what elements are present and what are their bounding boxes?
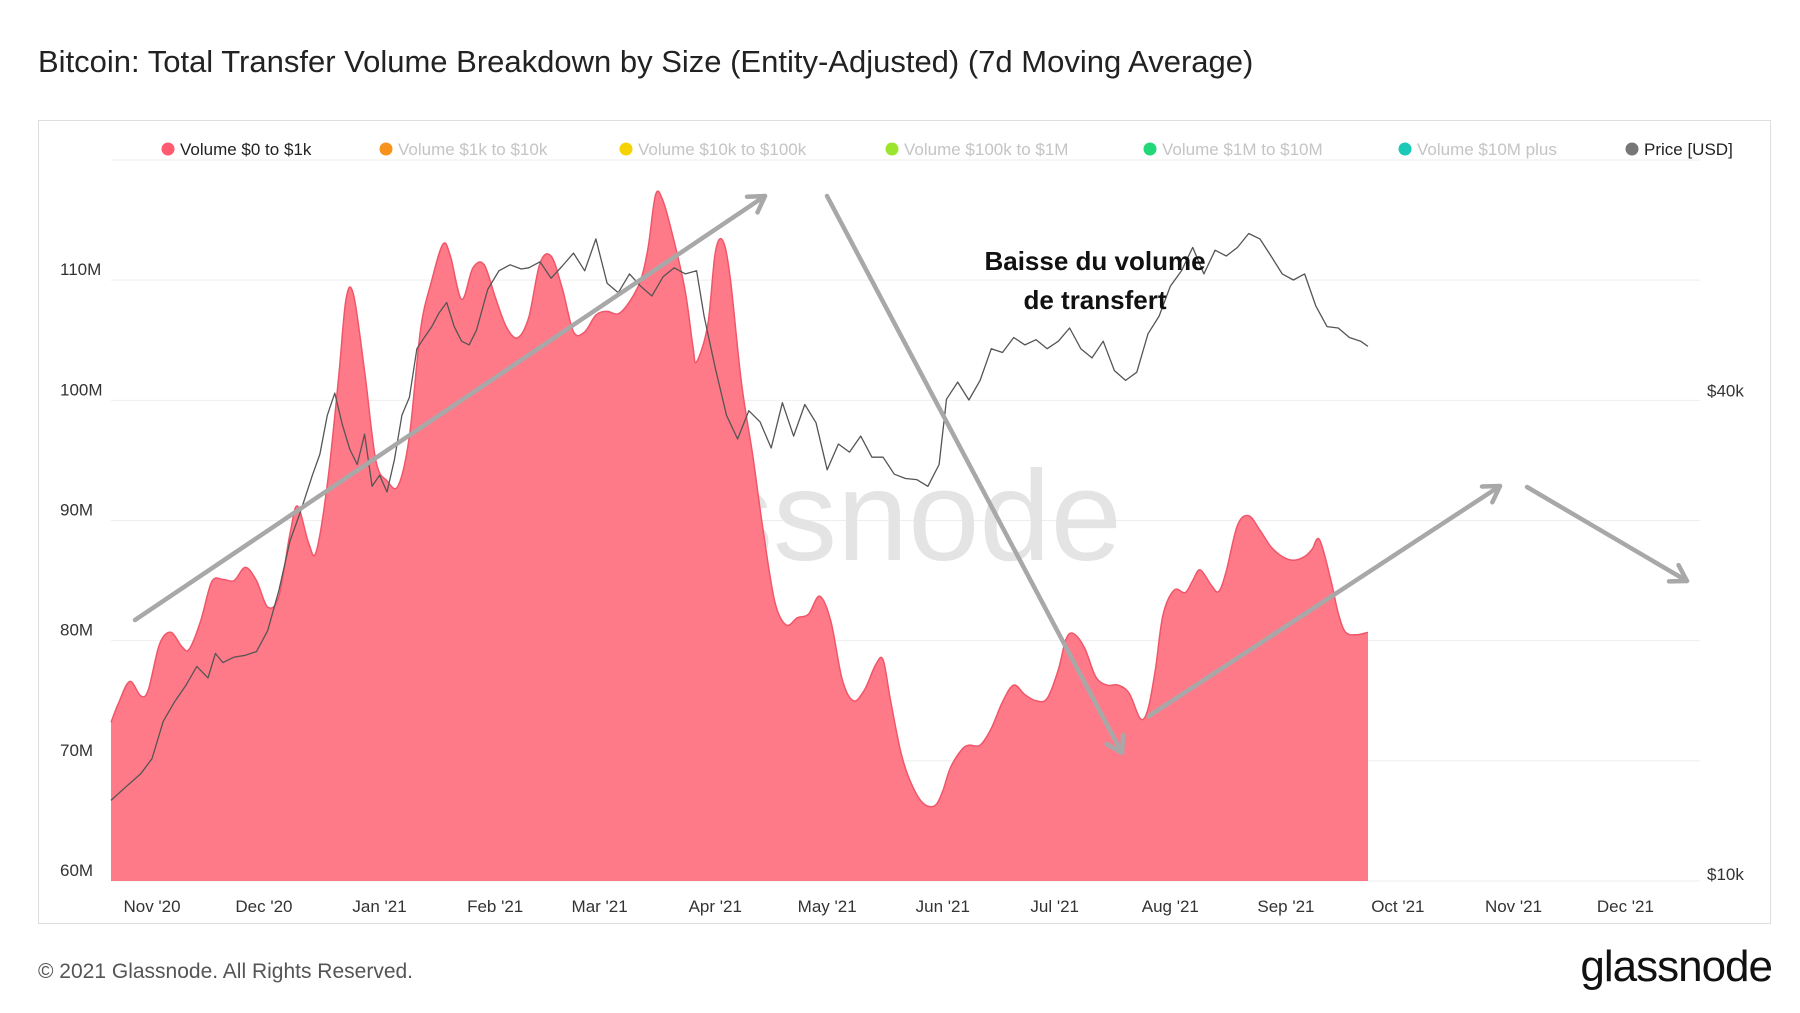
glassnode-logo[interactable]: glassnode <box>1580 942 1773 991</box>
trend-arrow-head <box>1666 562 1690 584</box>
volume-area-edge <box>110 190 1369 808</box>
y-left-tick-label: 110M <box>60 260 101 279</box>
trend-arrow-shaft <box>1146 483 1503 719</box>
x-tick-label: Apr '21 <box>689 897 742 916</box>
x-tick-label: Dec '20 <box>235 897 292 916</box>
trend-arrow-head <box>744 193 768 215</box>
legend-label: Volume $1k to $10k <box>398 140 548 159</box>
y-left-tick-label: 90M <box>60 501 93 520</box>
legend-label: Volume $10M plus <box>1417 140 1557 159</box>
annotation-line-2: de transfert <box>1023 285 1166 315</box>
x-tick-label: Mar '21 <box>572 897 628 916</box>
legend-label: Price [USD] <box>1644 140 1733 159</box>
legend-dot-icon <box>379 142 393 156</box>
legend-label: Volume $1M to $10M <box>1162 140 1323 159</box>
trend-arrow-shaft <box>824 193 1125 756</box>
y-left-tick-label: 60M <box>60 861 93 880</box>
y-left-tick-label: 80M <box>60 621 93 640</box>
legend-item[interactable]: Volume $100k to $1M <box>885 140 1069 159</box>
trend-arrow-icon <box>132 193 768 623</box>
legend-item[interactable]: Volume $1k to $10k <box>379 140 548 159</box>
x-tick-label: Oct '21 <box>1371 897 1424 916</box>
legend-dot-icon <box>161 142 175 156</box>
trend-arrow-icon <box>824 193 1126 756</box>
footer-copyright: © 2021 Glassnode. All Rights Reserved. <box>38 960 414 983</box>
legend-item[interactable]: Volume $0 to $1k <box>161 140 312 159</box>
trend-arrows <box>132 193 1690 756</box>
legend-item[interactable]: Volume $10M plus <box>1398 140 1557 159</box>
legend-label: Volume $0 to $1k <box>180 140 312 159</box>
x-tick-label: Jan '21 <box>352 897 406 916</box>
y-right-tick-label: $40k <box>1707 381 1744 400</box>
x-tick-label: Nov '20 <box>123 897 180 916</box>
legend-dot-icon <box>619 142 633 156</box>
y-left-tick-label: 70M <box>60 741 93 760</box>
x-tick-label: Feb '21 <box>467 897 523 916</box>
legend-label: Volume $100k to $1M <box>904 140 1068 159</box>
trend-arrow-shaft <box>132 193 768 623</box>
legend-label: Volume $10k to $100k <box>638 140 807 159</box>
volume-area <box>111 191 1368 881</box>
legend-item[interactable]: Volume $10k to $100k <box>619 140 807 159</box>
legend-dot-icon <box>885 142 899 156</box>
chart-title: Bitcoin: Total Transfer Volume Breakdown… <box>38 44 1254 79</box>
trend-arrow-head <box>1479 483 1503 505</box>
legend-dot-icon <box>1398 142 1412 156</box>
legend-dot-icon <box>1625 142 1639 156</box>
annotation-line-1: Baisse du volume <box>984 246 1205 276</box>
x-tick-label: Nov '21 <box>1485 897 1542 916</box>
trend-arrow-icon <box>1146 483 1503 719</box>
x-tick-label: Aug '21 <box>1142 897 1199 916</box>
axis-layer: 60M 70M 80M 90M 100M 110M $10k $40k Nov '20 Dec '… <box>60 260 1744 916</box>
trend-arrow-head <box>1104 732 1126 756</box>
x-tick-label: May '21 <box>798 897 857 916</box>
legend-item[interactable]: Price [USD] <box>1625 140 1733 159</box>
trend-arrow-shaft <box>1524 484 1690 584</box>
volume-area-layer <box>110 190 1369 881</box>
chart-frame <box>38 120 1771 924</box>
legend: Volume $0 to $1k Volume $1k to $10k Volume… <box>161 140 1733 159</box>
y-left-tick-label: 100M <box>60 380 103 399</box>
trend-arrow-icon <box>1524 484 1690 584</box>
x-tick-label: Sep '21 <box>1257 897 1314 916</box>
chart-canvas: glassnode 60M70M80M90M100M110M$10k$40kNo… <box>60 140 1744 916</box>
price-line <box>110 232 1369 801</box>
x-tick-label: Jun '21 <box>916 897 970 916</box>
x-tick-label: Jul '21 <box>1030 897 1079 916</box>
legend-item[interactable]: Volume $1M to $10M <box>1143 140 1323 159</box>
legend-dot-icon <box>1143 142 1157 156</box>
y-right-tick-label: $10k <box>1707 865 1744 884</box>
x-tick-label: Dec '21 <box>1597 897 1654 916</box>
price-line-layer <box>110 232 1369 801</box>
